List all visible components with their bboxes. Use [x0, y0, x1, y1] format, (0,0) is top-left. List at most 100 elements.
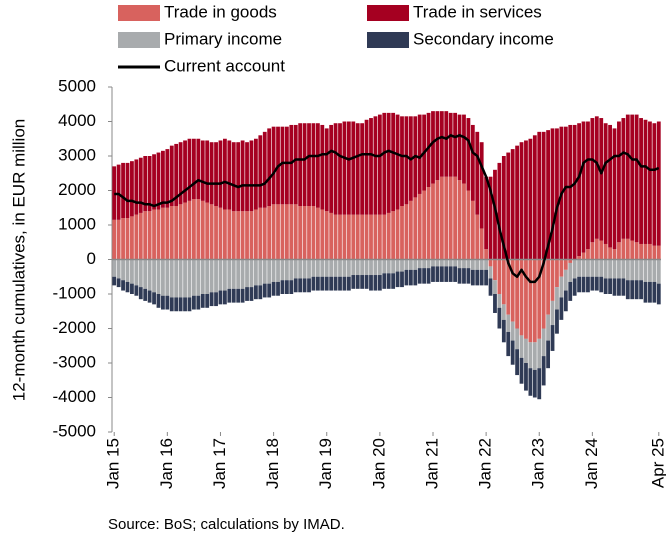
x-tick-label: Apr 25: [648, 438, 666, 488]
bar: [608, 124, 612, 248]
bar: [404, 204, 409, 260]
bar: [192, 199, 196, 260]
bar: [143, 259, 148, 289]
bar: [648, 243, 652, 260]
bar: [391, 273, 396, 289]
bar: [426, 268, 431, 284]
bar: [506, 152, 511, 260]
bar: [333, 214, 338, 260]
bar: [439, 259, 444, 267]
bar: [276, 281, 280, 296]
bar: [240, 259, 245, 289]
bar: [183, 140, 187, 203]
bar: [262, 283, 267, 298]
bar: [240, 288, 245, 303]
bar: [346, 214, 351, 260]
bar: [178, 297, 183, 312]
bar: [612, 259, 617, 279]
x-tick-label: Jan 23: [529, 438, 548, 489]
bar: [253, 285, 258, 300]
bar: [156, 259, 161, 294]
bar: [621, 238, 626, 260]
bar: [634, 242, 639, 260]
bar: [417, 193, 422, 260]
bar: [510, 321, 515, 341]
bar: [431, 259, 435, 267]
x-tick-label: Jan 20: [369, 438, 388, 489]
bar: [183, 259, 187, 298]
bar: [435, 180, 440, 260]
bar: [116, 278, 121, 288]
bar: [541, 356, 546, 386]
bar: [280, 204, 285, 260]
bar: [369, 275, 373, 291]
bar: [249, 211, 254, 260]
bar: [187, 259, 192, 298]
bar: [377, 259, 382, 276]
x-tick-label: Jan 22: [476, 438, 495, 489]
bar: [324, 211, 329, 260]
bar: [652, 281, 657, 303]
bar: [342, 214, 347, 260]
bar: [324, 128, 329, 212]
bar: [599, 276, 604, 293]
bar: [271, 126, 276, 205]
bar: [307, 259, 311, 279]
bar: [439, 266, 444, 282]
bar: [493, 280, 497, 294]
bar: [581, 252, 586, 260]
bar: [200, 259, 205, 294]
bar: [621, 259, 626, 279]
bar: [466, 259, 471, 269]
bar: [236, 142, 241, 212]
bar: [205, 202, 210, 260]
bar: [369, 118, 373, 215]
bar: [138, 287, 143, 300]
bar: [258, 135, 263, 208]
bar: [617, 259, 621, 279]
bar: [550, 128, 555, 260]
bar: [329, 276, 334, 291]
legend-swatch: [367, 32, 409, 48]
bar: [315, 207, 320, 260]
bar: [572, 124, 577, 260]
bar: [493, 294, 497, 313]
bar: [488, 266, 493, 279]
bar: [289, 280, 294, 294]
y-tick-label: -3000: [53, 352, 96, 371]
bar: [484, 259, 489, 270]
bar: [147, 290, 152, 303]
bar: [581, 276, 586, 293]
bar: [307, 278, 311, 293]
bar: [236, 288, 241, 303]
bar: [501, 259, 506, 305]
bar: [214, 259, 218, 293]
bar: [320, 209, 325, 260]
bar: [293, 204, 298, 260]
bar: [453, 259, 458, 267]
bar: [488, 259, 493, 267]
bar: [112, 219, 117, 260]
bar: [253, 138, 258, 210]
bar: [603, 259, 608, 279]
bar: [302, 259, 307, 279]
bar: [457, 259, 462, 269]
bar: [364, 259, 369, 276]
bar: [231, 211, 236, 260]
bar: [426, 259, 431, 269]
bar: [546, 130, 551, 260]
bar: [515, 349, 520, 376]
bar: [400, 116, 404, 207]
x-tick-label: Jan 24: [582, 438, 601, 489]
bar: [484, 269, 489, 286]
bar: [338, 214, 342, 260]
bar: [563, 126, 568, 260]
bar: [395, 114, 400, 210]
legend-label: Current account: [164, 56, 285, 75]
bar: [360, 123, 365, 215]
bar: [307, 123, 311, 207]
bar: [435, 266, 440, 282]
bar: [546, 314, 551, 341]
bar: [537, 131, 542, 260]
bar: [369, 259, 373, 276]
